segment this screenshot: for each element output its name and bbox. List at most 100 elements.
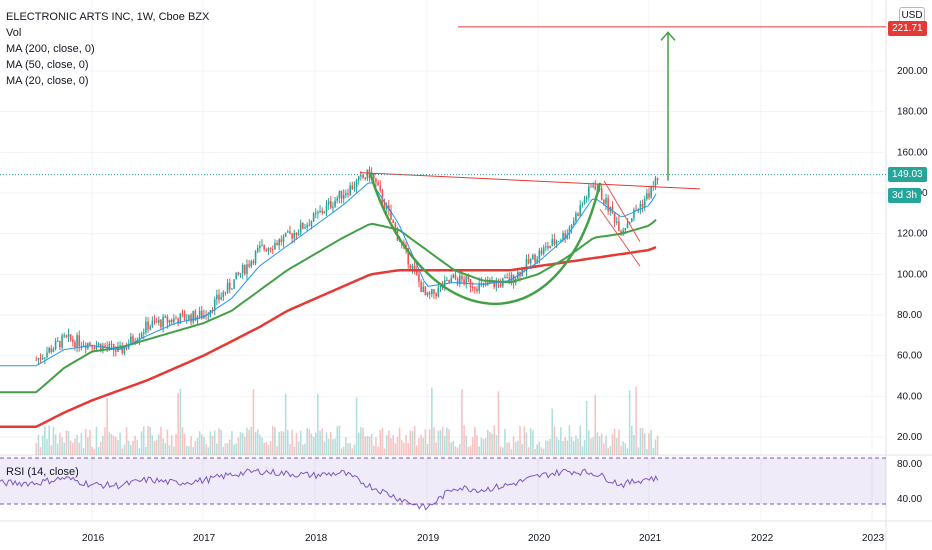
candle-body [452,274,455,279]
volume-bar [456,447,459,455]
candle-body [620,230,622,233]
candle-body [631,218,633,223]
candle-body [149,326,151,330]
volume-bar [345,437,347,455]
volume-bar [314,432,317,455]
candle-body [254,251,257,264]
volume-bar [366,435,369,455]
y-tick-label: 180.00 [897,107,928,118]
volume-bar [207,447,210,455]
volume-bar [349,443,351,455]
volume-bar [155,439,158,455]
candle-body [355,180,358,188]
candle-body [448,279,450,283]
candle-body [592,185,594,187]
indicator-vol[interactable]: Vol [6,27,22,39]
volume-bar [54,434,57,455]
candle-body [510,274,513,283]
volume-bar [564,436,566,455]
candle-body [463,279,465,285]
candle-body [59,340,61,348]
candle-body [624,227,627,231]
x-tick-label: 2022 [751,533,774,544]
candle-body [471,286,474,288]
candle-body [89,342,91,345]
volume-bar [317,393,319,455]
candle-body [289,231,291,234]
cup-curve [368,172,602,306]
volume-bar [302,444,304,455]
candle-body [581,203,584,206]
candle-body [390,210,392,220]
volume-bar [590,438,592,455]
y-tick-label: 60.00 [897,351,922,362]
candle-body [465,276,468,285]
time-axis[interactable]: 2016 2017 2018 2019 2020 2021 2022 2023 [82,533,885,544]
volume-bar [145,446,147,455]
candle-body [147,321,149,330]
candle-body [224,292,227,294]
price-axis[interactable]: 20.0040.0060.0080.00100.00120.00140.0016… [897,66,928,505]
candle-body [568,227,571,235]
candle-body [635,209,637,211]
volume-bar [633,435,635,455]
volume-bar [631,426,633,455]
volume-bar [110,433,113,455]
candle-body [456,278,459,285]
candle-body [347,193,349,195]
volume-bar [216,443,218,455]
volume-bar [379,430,382,455]
candle-body [540,250,543,254]
volume-bar [203,437,205,455]
candle-body [46,352,48,358]
volume-bar [428,429,431,455]
candle-body [72,339,74,342]
candle-body [226,282,229,293]
countdown-tag: 3d 3h [888,188,922,203]
candle-body [164,316,167,318]
indicator-ma200[interactable]: MA (200, close, 0) [6,43,95,55]
ma200-line [0,245,657,429]
volume-bar [398,427,401,455]
candle-body [198,310,201,317]
volume-bar [319,430,321,455]
volume-bar [628,390,631,455]
candle-body [291,233,293,239]
volume-bar [323,441,326,455]
rsi-label[interactable]: RSI (14, close) [6,466,79,478]
candle-body [418,274,420,282]
symbol-title[interactable]: ELECTRONIC ARTS INC, 1W, Cboe BZX [6,11,210,23]
candle-body [641,204,644,207]
volume-bar [41,435,44,455]
x-tick-label: 2020 [528,533,551,544]
candle-body [357,176,360,181]
indicator-ma50[interactable]: MA (50, close, 0) [6,59,89,71]
volume-bar [482,439,485,455]
candle-body [495,282,498,288]
volume-bar [185,445,188,455]
y-tick-label: 200.00 [897,66,928,77]
candle-body [297,233,300,236]
volume-bar [641,428,644,455]
candle-body [435,293,437,297]
candle-body [431,289,433,295]
candle-body [428,292,431,295]
volume-bar [308,429,311,455]
volume-bar [271,426,274,455]
candle-body [529,258,532,264]
candle-body [278,239,280,246]
y-tick-label: 20.00 [897,432,922,443]
candle-body [555,241,558,245]
candle-body [261,245,263,247]
volume-bar [469,445,472,455]
x-tick-label: 2019 [417,533,440,544]
volume-bar [607,448,609,455]
volume-bar [424,429,427,455]
volume-bar [166,429,169,455]
volume-bar [484,438,487,455]
volume-bar [626,448,629,455]
indicator-ma20[interactable]: MA (20, close, 0) [6,75,89,87]
candle-body [306,224,308,228]
volume-bar [252,389,255,455]
